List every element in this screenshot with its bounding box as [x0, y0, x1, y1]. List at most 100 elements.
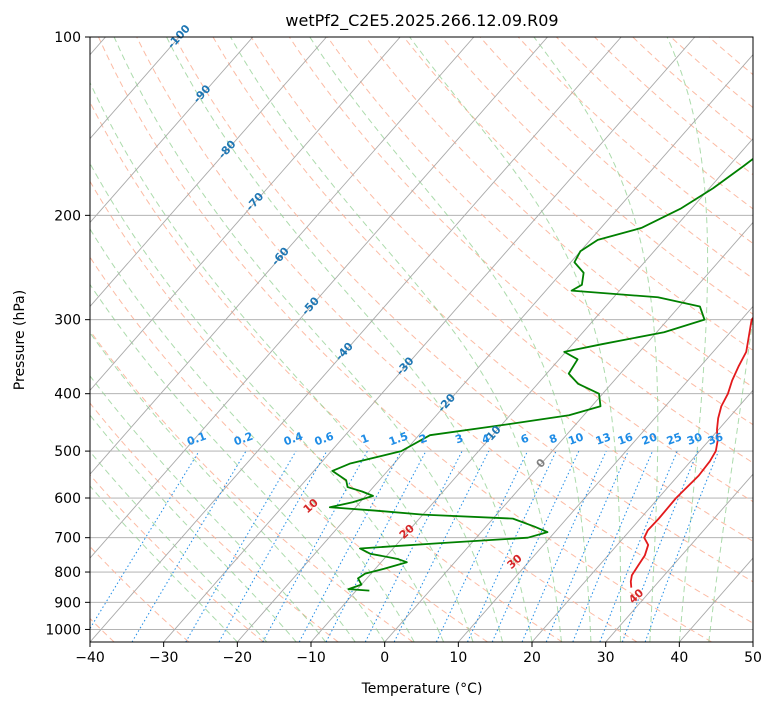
moist-adiabat-line — [90, 450, 268, 642]
isotherm-line — [605, 473, 753, 642]
chart-title: wetPf2_C2E5.2025.266.12.09.R09 — [285, 11, 558, 31]
mixing-ratio-line — [621, 450, 699, 642]
isotherm-line — [90, 37, 475, 475]
dry-adiabat-line — [556, 37, 753, 210]
isotherm-line — [163, 37, 696, 642]
moist-adiabat-line — [90, 414, 297, 642]
mixing-ratio-label: 30 — [685, 430, 704, 448]
y-tick-label: 600 — [54, 491, 81, 507]
mixing-ratio-line — [467, 450, 557, 642]
isotherm-line — [90, 37, 548, 559]
dry-adiabat-line — [174, 37, 753, 583]
mixing-ratio-label: 4 — [480, 431, 492, 446]
isotherm-line — [90, 37, 401, 391]
moist-adiabat-line — [90, 375, 327, 642]
y-tick-label: 1000 — [45, 622, 81, 638]
mixing-ratio-label: 25 — [665, 430, 684, 447]
x-tick-label: 50 — [744, 650, 762, 666]
isotherm-line — [384, 221, 753, 642]
dry-adiabat-line — [90, 180, 563, 642]
mixing-ratio-label: 0.1 — [185, 430, 208, 449]
y-tick-label: 500 — [54, 444, 81, 460]
moist-adiabat-line — [309, 37, 592, 642]
moist-adiabat-line — [90, 162, 445, 642]
mixing-ratio-line — [218, 450, 328, 642]
mixing-ratio-line — [435, 450, 529, 642]
mixing-ratio-label: 16 — [616, 430, 635, 448]
isotherm-line — [236, 53, 753, 642]
isotherm-line — [531, 389, 753, 642]
x-tick-label: −30 — [149, 650, 179, 666]
dry-adiabat-line — [441, 37, 753, 315]
mixing-ratio-line — [599, 450, 678, 642]
isotherm-line — [752, 641, 753, 642]
x-axis-ticks: −40 −30 −20 −10 0 10 20 30 40 50 — [75, 642, 762, 666]
y-tick-label: 700 — [54, 531, 81, 547]
mixing-ratio-line — [491, 450, 580, 642]
isotherm-line — [310, 137, 753, 642]
sounding-series — [328, 157, 753, 592]
dry-adiabat-line — [594, 37, 753, 176]
mixing-ratio-label: 0.4 — [282, 429, 305, 448]
x-tick-label: −10 — [296, 650, 326, 666]
dry-adiabat-line — [90, 474, 264, 642]
mixing-ratio-line — [90, 450, 200, 630]
mixing-ratio-lines — [90, 450, 719, 642]
pressure-grid — [90, 37, 753, 630]
isotherm-line — [457, 305, 753, 642]
mixing-ratio-label: 20 — [640, 430, 659, 448]
dry-adiabat-line — [708, 37, 753, 76]
isotherm-line — [90, 37, 622, 642]
y-axis-label: Pressure (hPa) — [12, 290, 28, 390]
mixing-ratio-label: 2 — [417, 432, 429, 447]
y-tick-label: 200 — [54, 208, 81, 224]
y-axis-ticks: 100 200 300 400 500 600 700 800 900 1000 — [45, 30, 90, 638]
isotherm-line — [90, 37, 180, 140]
mixing-ratio-line — [131, 450, 247, 642]
plot-frame — [89, 36, 754, 643]
moist-adiabat-line — [533, 37, 659, 642]
dry-adiabat-line — [90, 329, 414, 642]
moist-adiabat-line — [90, 283, 386, 642]
dry-adiabats — [90, 37, 753, 642]
mixing-ratio-label: 8 — [547, 432, 559, 447]
moist-adiabat-line — [90, 331, 356, 642]
y-tick-label: 800 — [54, 565, 81, 581]
mixing-ratio-label: 0.6 — [313, 429, 336, 448]
mixing-ratio-line — [262, 450, 368, 642]
x-tick-label: 40 — [670, 650, 688, 666]
y-tick-label: 400 — [54, 387, 81, 403]
isotherms — [90, 37, 753, 642]
moist-adiabat-line — [409, 37, 622, 642]
mixing-ratio-label: 10 — [567, 430, 586, 448]
y-tick-label: 900 — [54, 595, 81, 611]
mixing-ratio-label: 3 — [454, 432, 466, 447]
moist-adiabat-line — [90, 485, 238, 642]
dry-adiabat-line — [90, 256, 488, 642]
x-tick-label: 20 — [523, 650, 541, 666]
temperature-trace — [629, 316, 753, 588]
dry-adiabat-line — [250, 37, 753, 503]
dry-adiabat-line — [403, 37, 753, 351]
mixing-ratio-label: 0.2 — [232, 430, 255, 449]
dry-adiabat-line — [90, 101, 638, 642]
x-tick-label: −20 — [223, 650, 253, 666]
y-tick-label: 100 — [54, 30, 81, 46]
moist-adiabats — [90, 37, 753, 642]
y-tick-label: 300 — [54, 313, 81, 329]
moist-adiabat-line — [230, 37, 562, 642]
moist-adiabat-line — [113, 37, 504, 642]
isotherm-line — [90, 37, 254, 224]
moist-adiabat-line — [90, 81, 474, 642]
dry-adiabat-label: 40 — [626, 586, 646, 606]
dry-adiabat-line — [136, 37, 753, 624]
mixing-ratio-line — [185, 450, 297, 642]
mixing-ratio-label: 1.5 — [387, 430, 410, 449]
x-axis-label: Temperature (°C) — [361, 681, 483, 697]
x-tick-label: 30 — [597, 650, 615, 666]
mixing-ratio-label: 13 — [594, 430, 613, 447]
moist-adiabat-line — [166, 37, 533, 642]
dry-adiabat-line — [365, 37, 753, 388]
dry-adiabat-line — [212, 37, 753, 542]
